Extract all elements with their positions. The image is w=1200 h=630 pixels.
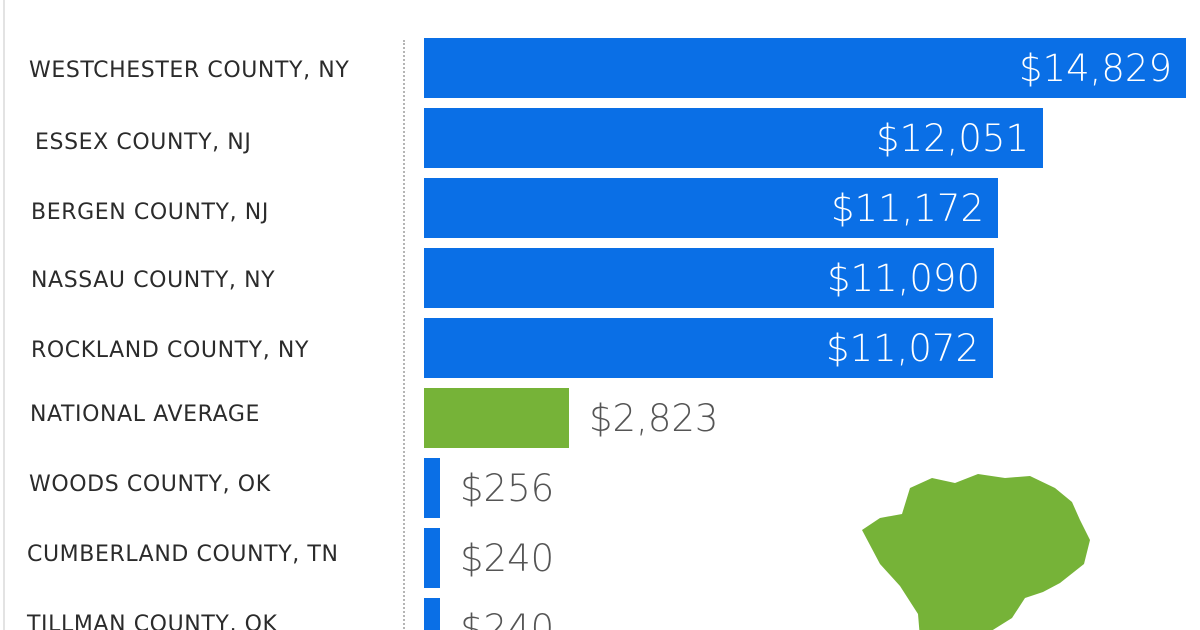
category-label: CUMBERLAND COUNTY, TN <box>27 542 339 567</box>
category-label: NASSAU COUNTY, NY <box>31 268 276 293</box>
category-label: BERGEN COUNTY, NJ <box>31 200 269 225</box>
bar <box>424 458 440 518</box>
value-label: $14,829 <box>1018 47 1172 90</box>
axis-divider <box>403 40 405 630</box>
category-label: NATIONAL AVERAGE <box>30 402 260 427</box>
value-label: $256 <box>460 467 555 510</box>
bar <box>424 178 998 238</box>
value-label: $240 <box>460 537 555 580</box>
bar <box>424 528 440 588</box>
northeast-region-map-icon <box>862 474 1090 630</box>
value-label: $2,823 <box>589 397 719 440</box>
value-label: $11,172 <box>830 187 984 230</box>
bar <box>424 388 569 448</box>
value-label: $11,072 <box>825 327 979 370</box>
category-label: WOODS COUNTY, OK <box>29 472 271 497</box>
bar <box>424 248 994 308</box>
category-label: WESTCHESTER COUNTY, NY <box>29 58 350 83</box>
category-label: ROCKLAND COUNTY, NY <box>31 338 309 363</box>
category-label: ESSEX COUNTY, NJ <box>35 130 252 155</box>
page-border <box>3 0 5 630</box>
category-label: TILLMAN COUNTY, OK <box>27 612 278 630</box>
bar <box>424 598 440 630</box>
bar <box>424 38 1186 98</box>
value-label: $12,051 <box>875 117 1029 160</box>
value-label: $11,090 <box>826 257 980 300</box>
value-label: $240 <box>460 607 555 630</box>
bar <box>424 108 1043 168</box>
bar <box>424 318 993 378</box>
